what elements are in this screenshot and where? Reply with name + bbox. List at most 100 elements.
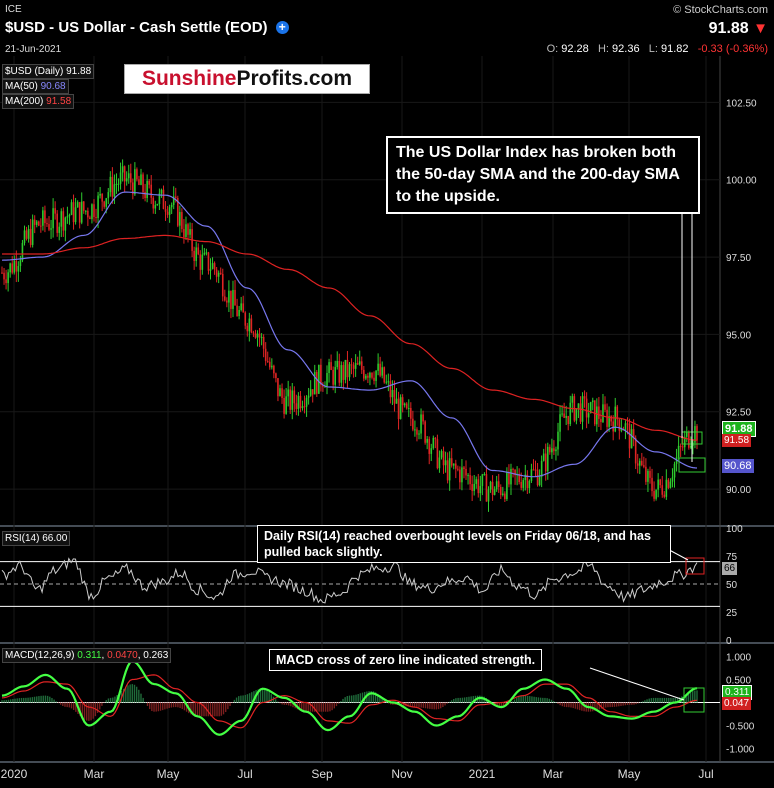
rsi-y-tick-label: 50 xyxy=(726,580,738,591)
macd-hist-bar xyxy=(248,693,251,703)
candle-body xyxy=(242,303,245,313)
macd-y-tick-label: -0.500 xyxy=(726,722,755,733)
candle-body xyxy=(426,438,428,443)
macd-hist-bar xyxy=(105,700,107,703)
macd-leader xyxy=(589,667,685,701)
macd-hist-bar xyxy=(622,702,624,706)
candle-body xyxy=(174,196,177,199)
macd-hist-bar xyxy=(570,702,572,708)
macd-hist-bar xyxy=(611,702,613,708)
x-tick-label: May xyxy=(157,767,180,781)
macd-hist-bar xyxy=(450,700,453,703)
candle-body xyxy=(610,416,612,422)
candle-body xyxy=(268,361,271,368)
candle-body xyxy=(207,252,210,271)
candle-body xyxy=(454,463,457,469)
candle-body xyxy=(373,377,375,381)
candle-body xyxy=(363,369,365,379)
candle-body xyxy=(532,469,535,471)
candle-body xyxy=(638,460,641,466)
candle-body xyxy=(195,247,197,261)
candle-body xyxy=(172,196,175,205)
macd-hist-tag: 0.047 xyxy=(722,697,752,710)
macd-hist-bar xyxy=(565,702,568,708)
candle-body xyxy=(514,469,516,476)
candle-body xyxy=(107,192,110,199)
candle-body xyxy=(471,484,473,491)
macd-value-tag: 0.311 xyxy=(722,685,753,700)
macd-hist-bar xyxy=(431,702,433,710)
candle-body xyxy=(46,223,48,225)
candle-body xyxy=(305,397,308,407)
candle-body xyxy=(113,184,116,197)
macd-hist-bar xyxy=(594,702,596,711)
low-label: L: xyxy=(648,43,658,55)
candle-body xyxy=(283,397,285,414)
x-tick-label: 2020 xyxy=(1,767,28,781)
candle-body xyxy=(117,183,120,185)
candle-body xyxy=(285,396,287,414)
candle-body xyxy=(109,176,112,193)
macd-hist-bar xyxy=(537,697,540,703)
candle-body xyxy=(315,371,318,394)
add-symbol-icon[interactable]: + xyxy=(275,21,289,34)
macd-hist-bar xyxy=(605,702,607,708)
candle-body xyxy=(583,396,586,399)
candle-body xyxy=(557,431,559,450)
macd-hist-bar xyxy=(159,702,162,711)
macd-hist-bar xyxy=(23,697,25,703)
candle-body xyxy=(469,475,471,485)
macd-hist-bar xyxy=(355,694,357,703)
candle-body xyxy=(520,481,523,488)
ma50-legend-label: MA(50) xyxy=(5,81,38,92)
candle-body xyxy=(217,272,220,277)
candle-body xyxy=(87,210,89,218)
macd-hist-bar xyxy=(138,689,140,703)
candle-body xyxy=(346,359,349,378)
candle-body xyxy=(567,415,570,425)
macd-hist-bar xyxy=(285,702,288,705)
macd-hist-bar xyxy=(335,702,338,707)
candle-body xyxy=(461,467,463,483)
candle-body xyxy=(665,479,668,497)
macd-hist-bar xyxy=(18,698,21,703)
candle-body xyxy=(354,363,357,369)
macd-hist-bar xyxy=(411,702,414,708)
candle-body xyxy=(393,390,396,404)
candle-body xyxy=(54,208,56,214)
macd-hist-bar xyxy=(218,702,220,717)
candle-body xyxy=(641,460,643,466)
ma200-line xyxy=(2,234,698,441)
macd-hist-bar xyxy=(79,702,81,717)
candle-body xyxy=(510,468,512,485)
candle-body xyxy=(344,359,347,380)
macd-hist-bar xyxy=(36,696,38,703)
candle-body xyxy=(667,479,670,488)
candle-body xyxy=(248,318,251,332)
candle-body xyxy=(236,305,238,317)
candle-body xyxy=(23,230,26,244)
macd-hist-bar xyxy=(479,695,481,703)
candle-body xyxy=(377,363,379,371)
candle-body xyxy=(238,309,240,317)
candle-body xyxy=(395,398,398,404)
candle-body xyxy=(555,449,557,452)
candle-body xyxy=(673,463,676,478)
x-tick-label: May xyxy=(618,767,641,781)
macd-hist-bar xyxy=(7,699,10,703)
candle-body xyxy=(410,408,412,419)
macd-hist-bar xyxy=(420,702,422,708)
macd-hist-bar xyxy=(572,702,574,709)
price-legend: $USD (Daily) 91.88 xyxy=(2,64,95,79)
macd-hist-bar xyxy=(270,694,273,703)
candle-body xyxy=(140,174,142,185)
macd-hist-bar xyxy=(12,699,14,703)
macd-hist-bar xyxy=(461,697,464,703)
macd-hist-bar xyxy=(659,697,661,703)
candle-body xyxy=(606,409,608,427)
candle-body xyxy=(365,375,367,379)
candle-body xyxy=(111,176,114,197)
candle-body xyxy=(575,408,578,421)
candle-body xyxy=(614,406,617,432)
candle-body xyxy=(608,416,610,427)
